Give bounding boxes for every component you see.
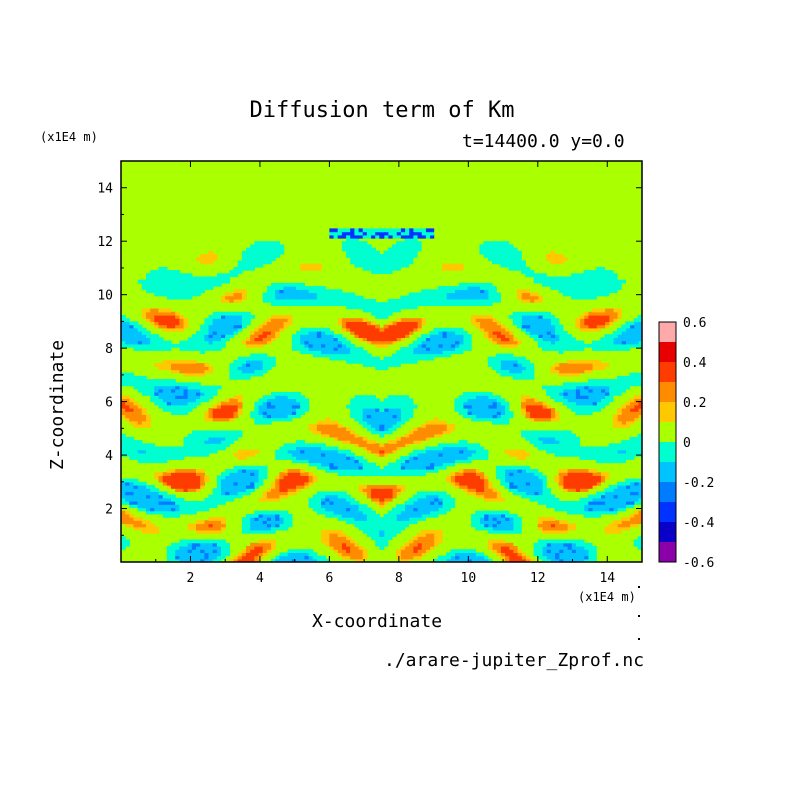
y-tick-label: 12 <box>97 235 113 250</box>
colorbar-swatch <box>659 542 676 562</box>
source-file-label: ./arare-jupiter_Zprof.nc <box>384 650 645 671</box>
colorbar-swatch <box>659 402 676 422</box>
y-tick-label: 2 <box>105 503 113 518</box>
colorbar-swatch <box>659 442 676 462</box>
colorbar: 0.6 0.4 0.2 0 -0.2 -0.4 -0.6 <box>658 316 714 571</box>
chart-subtitle: t=14400.0 y=0.0 <box>462 131 625 152</box>
colorbar-swatch <box>659 362 676 382</box>
colorbar-label: 0.2 <box>683 396 706 411</box>
y-tick-label: 4 <box>105 449 113 464</box>
y-axis-ticks: 2 4 6 8 10 12 14 <box>97 182 642 536</box>
colorbar-label: 0.4 <box>683 356 707 371</box>
y-tick-label: 8 <box>105 342 113 357</box>
contour-field <box>121 161 642 562</box>
y-tick-label: 6 <box>105 396 113 411</box>
colorbar-swatch <box>659 342 676 362</box>
colorbar-swatch <box>659 382 676 402</box>
x-axis-unit: (x1E4 m) <box>578 590 636 604</box>
x-tick-label: 8 <box>395 571 403 586</box>
y-axis-unit: (x1E4 m) <box>40 130 98 144</box>
x-tick-label: 10 <box>461 571 477 586</box>
colorbar-label: -0.6 <box>683 556 714 571</box>
x-tick-label: 2 <box>187 571 195 586</box>
colorbar-label: 0 <box>683 436 691 451</box>
x-tick-label: 4 <box>256 571 264 586</box>
colorbar-frame <box>658 321 677 563</box>
x-axis-label: X-coordinate <box>312 611 443 632</box>
chart-title: Diffusion term of Km <box>249 98 515 123</box>
y-tick-label: 10 <box>97 289 113 304</box>
colorbar-swatch <box>659 462 676 482</box>
colorbar-label: -0.4 <box>683 516 714 531</box>
colorbar-swatch <box>659 502 676 522</box>
colorbar-swatch <box>659 422 676 442</box>
y-tick-label: 14 <box>97 182 113 197</box>
colorbar-label: -0.2 <box>683 476 714 491</box>
x-tick-label: 12 <box>530 571 546 586</box>
x-tick-label: 14 <box>599 571 615 586</box>
colorbar-swatch <box>659 522 676 542</box>
axis-marker-dots <box>638 586 640 640</box>
x-tick-label: 6 <box>325 571 333 586</box>
x-axis-ticks: 2 4 6 8 10 12 14 <box>155 161 615 586</box>
colorbar-swatch <box>659 322 676 342</box>
plot-frame <box>120 160 643 563</box>
colorbar-swatch <box>659 482 676 502</box>
colorbar-label: 0.6 <box>683 316 706 331</box>
